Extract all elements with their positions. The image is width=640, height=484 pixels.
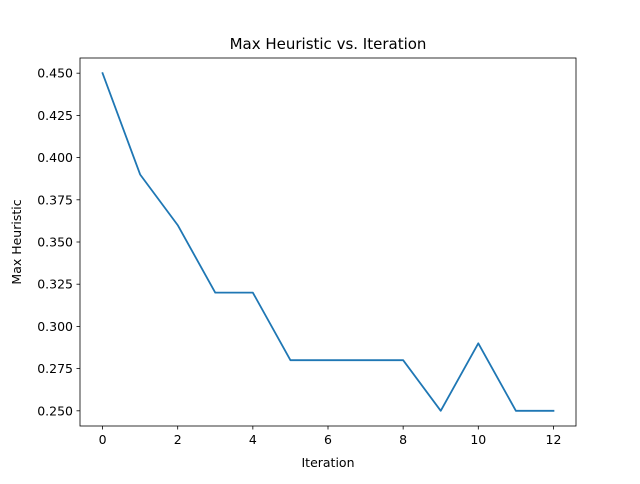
y-axis-label: Max Heuristic (9, 199, 24, 284)
ticks-layer: 0 2 4 6 8 10 12 0.250 0.275 0.300 0.325 0.350 0.375 0… (37, 66, 561, 447)
chart-title: Max Heuristic vs. Iteration (230, 35, 427, 53)
x-tick-label: 10 (470, 432, 486, 447)
x-tick-label: 8 (399, 432, 407, 447)
plot-area-frame (79, 57, 577, 427)
y-tick-label: 0.425 (37, 108, 73, 123)
x-tick-label: 4 (249, 432, 257, 447)
y-tick-label: 0.275 (37, 361, 73, 376)
x-tick-label: 2 (174, 432, 182, 447)
series-line (101, 72, 555, 412)
y-tick-label: 0.375 (37, 192, 73, 207)
x-tick-label: 0 (99, 432, 107, 447)
y-tick-label: 0.325 (37, 277, 73, 292)
y-tick-label: 0.250 (37, 403, 73, 418)
y-tick-label: 0.400 (37, 150, 73, 165)
y-tick-label: 0.300 (37, 319, 73, 334)
y-tick-label: 0.450 (37, 66, 73, 81)
x-axis-label: Iteration (301, 455, 354, 470)
series-layer (101, 72, 555, 412)
y-tick-label: 0.350 (37, 235, 73, 250)
x-tick-label: 6 (324, 432, 332, 447)
x-tick-label: 12 (546, 432, 562, 447)
